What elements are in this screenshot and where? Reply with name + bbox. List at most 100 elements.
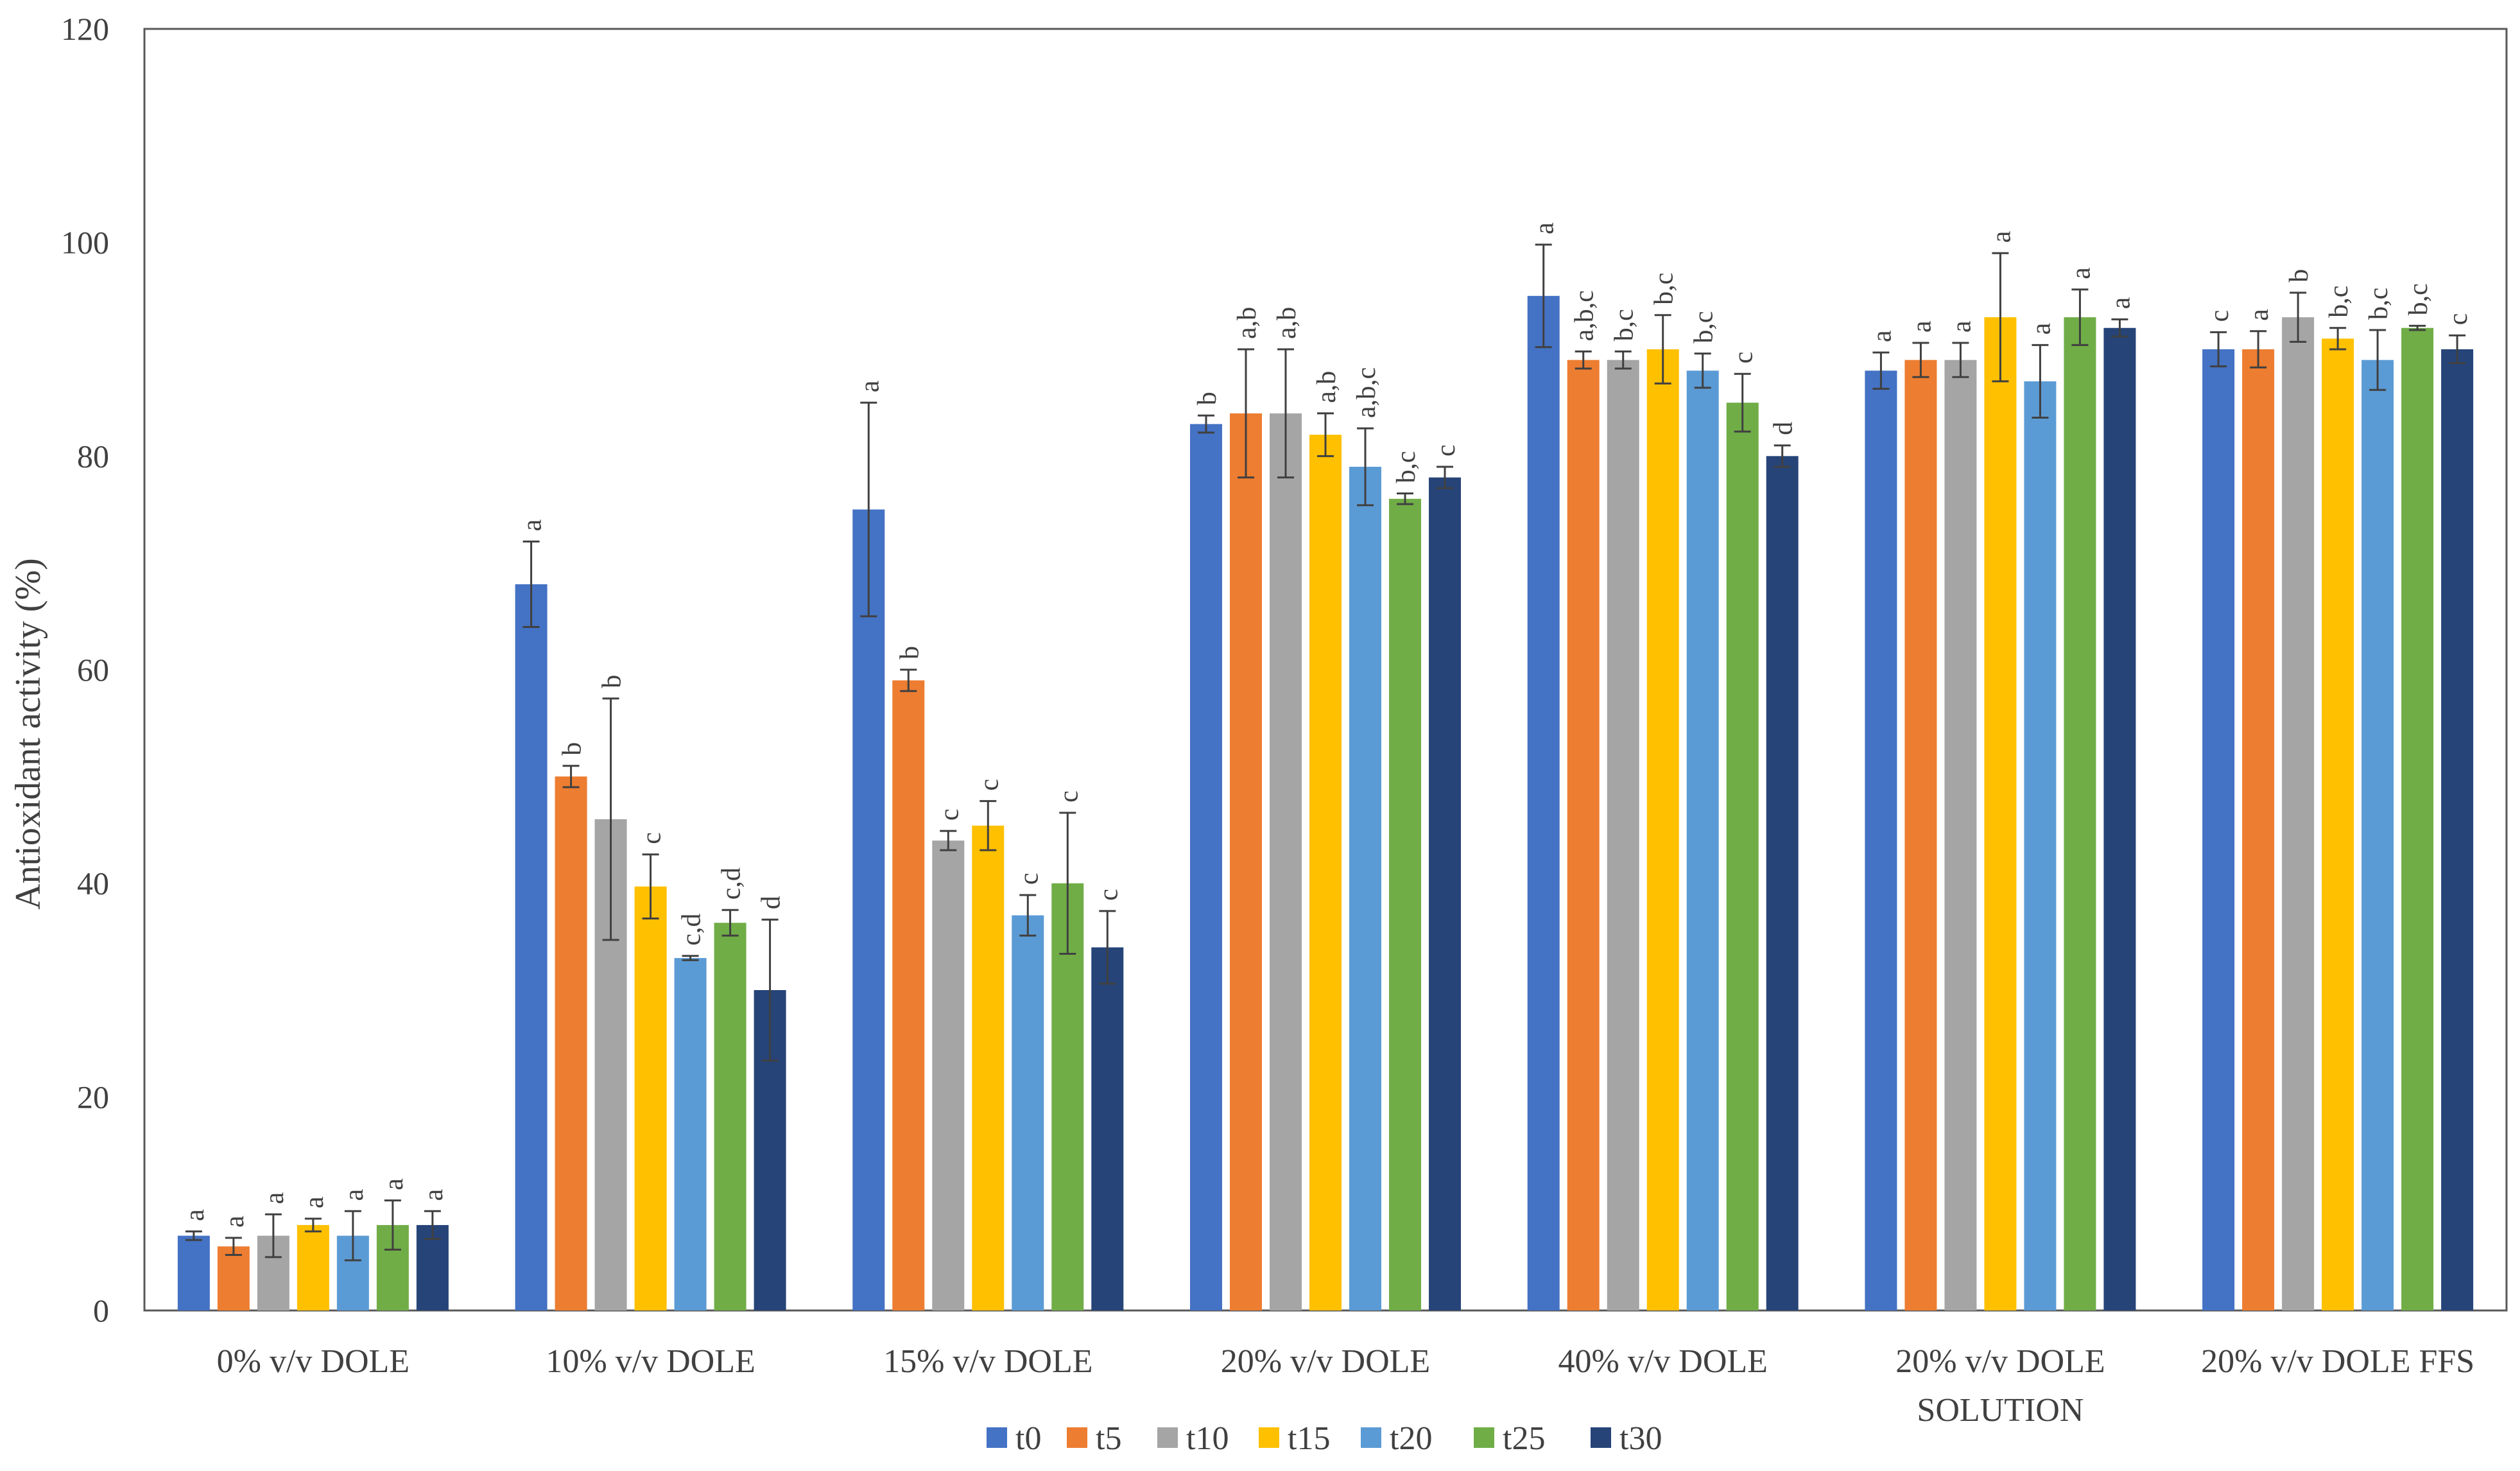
significance-label-t25-cat3: b,c (1392, 451, 1421, 483)
significance-label-t5-cat2: b (895, 646, 924, 659)
legend-swatch-t0 (987, 1427, 1007, 1448)
legend-swatch-t10 (1157, 1427, 1178, 1448)
significance-label-t0-cat4: a (1530, 222, 1560, 234)
error-bar-t30-cat3 (1437, 466, 1453, 489)
significance-label-t30-cat5: a (2106, 297, 2136, 309)
error-bar-t20-cat4 (1694, 353, 1711, 389)
bar-t15-cat3 (1309, 435, 1342, 1310)
significance-label-t30-cat6: c (2444, 313, 2473, 326)
x-axis: 0% v/v DOLE 10% v/v DOLE 15% v/v DOLE 20% v… (217, 1343, 2475, 1429)
bar-t15-cat6 (2322, 338, 2354, 1310)
bar-t20-cat2 (1012, 915, 1044, 1310)
error-bars (185, 243, 2466, 1262)
bar-t0-cat6 (2202, 349, 2235, 1310)
bar-t30-cat5 (2103, 327, 2136, 1310)
significance-label-t15-cat5: a (1987, 231, 2016, 243)
bar-t15-cat4 (1646, 349, 1679, 1310)
bar-t20-cat4 (1686, 370, 1719, 1311)
bar-t0-cat1 (515, 584, 548, 1310)
bar-t20-cat1 (674, 958, 707, 1310)
significance-label-t0-cat3: b (1193, 392, 1222, 405)
significance-label-t25-cat6: b,c (2404, 283, 2433, 315)
bar-t20-cat3 (1349, 466, 1381, 1310)
error-bar-t5-cat5 (1912, 342, 1929, 378)
error-bar-t0-cat3 (1198, 414, 1214, 434)
bar-t30-cat2 (1091, 947, 1124, 1310)
y-axis: 0 20 40 60 80 100 120 (61, 11, 109, 1328)
error-bar-t20-cat1 (682, 955, 699, 961)
legend-label-t20: t20 (1390, 1420, 1432, 1457)
bar-t5-cat6 (2242, 349, 2275, 1310)
error-bar-t5-cat3 (1238, 348, 1254, 479)
category-label: SOLUTION (1917, 1392, 2084, 1429)
legend-label-t15: t15 (1288, 1420, 1330, 1457)
significance-label-t5-cat6: a (2245, 309, 2274, 321)
legend: t0 t5 t10 t15 t20 t25 t30 (987, 1420, 1662, 1457)
y-tick-label: 120 (61, 11, 109, 47)
category-label: 20% v/v DOLE FFS (2201, 1343, 2474, 1380)
error-bar-t5-cat0 (225, 1237, 242, 1257)
bar-t0-cat3 (1190, 424, 1222, 1310)
significance-label-t30-cat3: c (1431, 444, 1461, 457)
significance-label-t5-cat1: b (558, 742, 587, 756)
significance-label-t10-cat3: a,b (1272, 307, 1302, 339)
legend-swatch-t5 (1067, 1427, 1087, 1448)
bar-t25-cat3 (1389, 498, 1421, 1310)
legend-swatch-t15 (1259, 1427, 1279, 1448)
error-bar-t25-cat3 (1397, 492, 1413, 505)
significance-label-t25-cat0: a (379, 1178, 409, 1190)
significance-label-t10-cat0: a (260, 1192, 289, 1204)
error-bar-t10-cat2 (940, 830, 957, 851)
significance-label-t0-cat6: c (2205, 310, 2234, 322)
category-label: 20% v/v DOLE (1221, 1343, 1430, 1380)
error-bar-t20-cat3 (1357, 427, 1374, 507)
error-bar-t10-cat4 (1614, 350, 1632, 370)
error-bar-t10-cat5 (1952, 342, 1969, 378)
error-bar-t25-cat5 (2071, 288, 2089, 346)
bar-t5-cat0 (217, 1246, 250, 1310)
legend-label-t25: t25 (1503, 1420, 1545, 1457)
error-bar-t5-cat4 (1575, 350, 1592, 370)
error-bar-t30-cat2 (1099, 910, 1116, 985)
significance-label-t10-cat2: c (935, 809, 964, 821)
error-bar-t20-cat2 (1019, 894, 1037, 937)
significance-label-t10-cat6: b (2284, 269, 2314, 283)
error-bar-t15-cat6 (2329, 327, 2347, 351)
error-bar-t0-cat4 (1535, 243, 1552, 349)
y-tick-label: 60 (77, 652, 109, 688)
bar-t5-cat3 (1230, 413, 1262, 1310)
bar-t5-cat5 (1904, 360, 1937, 1311)
error-bar-t25-cat6 (2409, 324, 2426, 331)
significance-label-t30-cat4: d (1769, 422, 1799, 435)
bar-t25-cat1 (714, 923, 747, 1310)
error-bar-t30-cat0 (424, 1210, 441, 1240)
y-tick-label: 0 (93, 1293, 109, 1328)
significance-label-t15-cat3: a,b (1312, 371, 1342, 403)
legend-swatch-t25 (1474, 1427, 1494, 1448)
error-bar-t25-cat0 (384, 1199, 401, 1251)
significance-label-t20-cat2: c (1014, 873, 1044, 885)
error-bar-t15-cat0 (304, 1217, 322, 1233)
significance-label-t25-cat2: c (1054, 790, 1083, 803)
bar-t5-cat4 (1567, 360, 1600, 1311)
significance-label-t20-cat5: a (2026, 322, 2056, 335)
bar-t25-cat6 (2401, 327, 2434, 1310)
significance-label-t20-cat6: b,c (2364, 288, 2394, 320)
significance-label-t0-cat1: a (518, 519, 548, 531)
y-tick-label: 20 (77, 1079, 109, 1115)
error-bar-t30-cat4 (1773, 444, 1791, 468)
significance-label-t30-cat0: a (419, 1188, 449, 1201)
significance-label-t15-cat0: a (300, 1196, 329, 1208)
error-bar-t15-cat4 (1654, 314, 1671, 385)
significance-label-t25-cat1: c,d (717, 867, 747, 900)
error-bar-t15-cat1 (642, 853, 659, 920)
error-bar-t15-cat2 (980, 800, 997, 851)
y-tick-label: 40 (77, 866, 109, 901)
significance-label-t25-cat4: c (1729, 352, 1759, 364)
significance-label-t10-cat5: a (1947, 320, 1976, 333)
y-axis-label: Antioxidant activity (%) (8, 558, 48, 909)
bar-t20-cat5 (2024, 381, 2057, 1310)
legend-label-t5: t5 (1096, 1420, 1121, 1457)
